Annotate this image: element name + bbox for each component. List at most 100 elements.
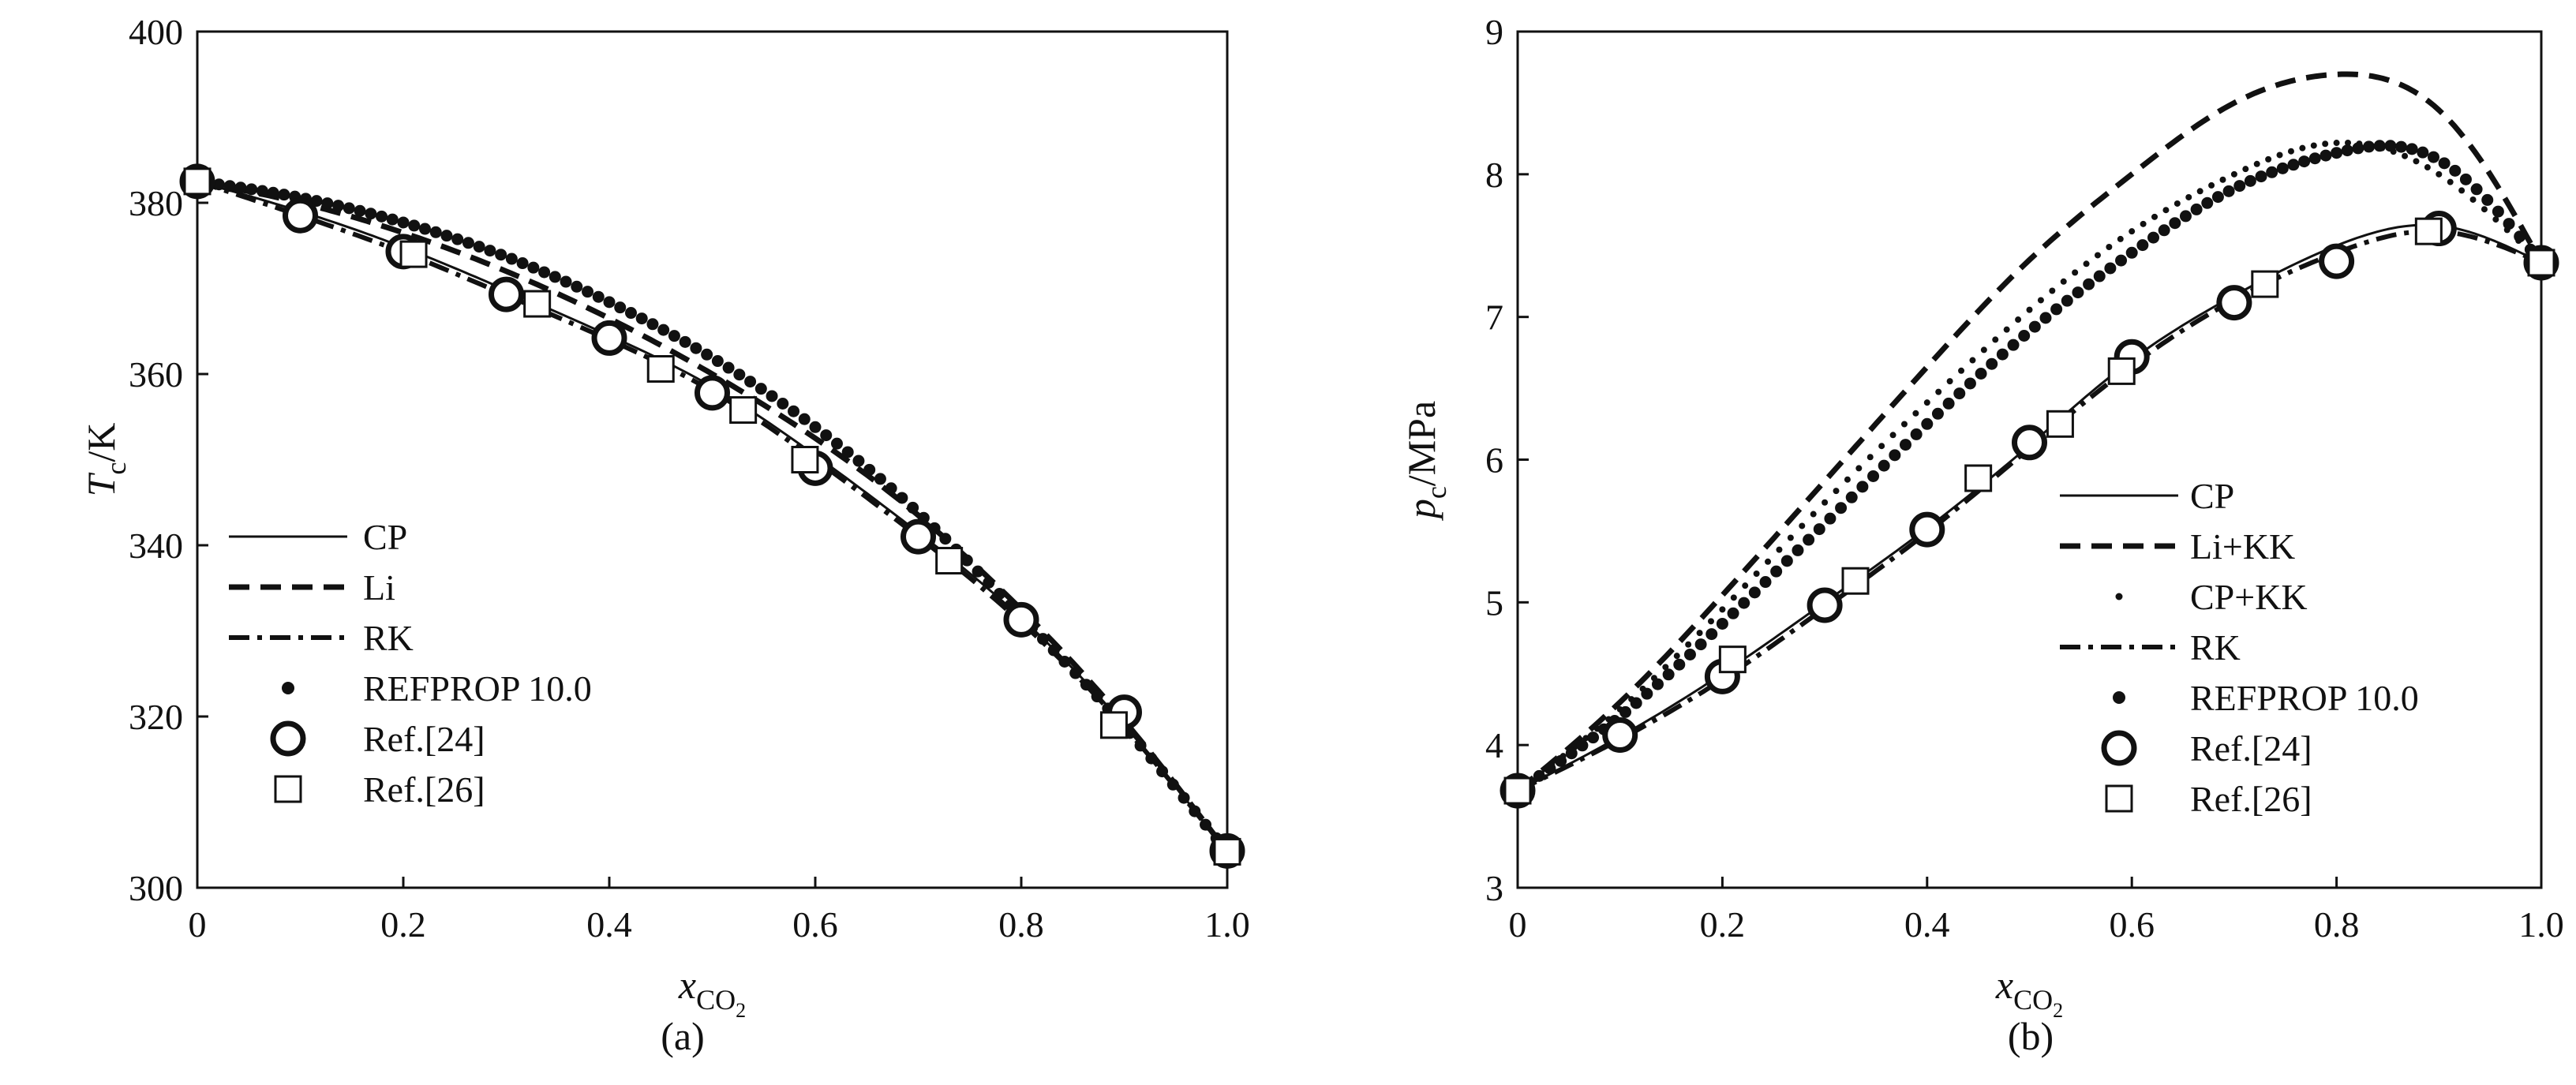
data-point — [1166, 778, 1179, 791]
data-point — [2503, 218, 2515, 230]
series-line-li — [197, 178, 1230, 854]
legend-item-cp: CP — [229, 517, 407, 557]
legend-label: RK — [2190, 627, 2241, 668]
data-point — [1544, 762, 1556, 775]
data-point — [2406, 143, 2418, 155]
data-point — [571, 280, 583, 293]
data-point — [2319, 243, 2355, 279]
data-point — [722, 361, 735, 374]
data-point — [1730, 594, 1737, 601]
data-point — [2492, 216, 2499, 223]
data-point — [2201, 196, 2214, 209]
data-point — [245, 183, 258, 196]
data-point — [2276, 162, 2289, 174]
data-point — [1835, 502, 1848, 514]
data-point — [1910, 428, 1923, 440]
data-point — [2265, 155, 2272, 163]
data-point — [646, 318, 659, 331]
data-point — [2413, 158, 2420, 165]
data-point — [1673, 653, 1680, 660]
panel-label: (b) — [2008, 1014, 2054, 1058]
legend-label: REFPROP 10.0 — [363, 668, 592, 709]
data-point — [2363, 140, 2376, 153]
y-tick-label: 9 — [1485, 12, 1503, 52]
y-tick-label: 8 — [1485, 155, 1503, 195]
data-point — [2050, 303, 2063, 316]
data-point — [1866, 454, 1874, 461]
data-point — [1178, 791, 1190, 804]
data-point — [2117, 235, 2124, 242]
legend-label: CP+KK — [2190, 577, 2308, 617]
data-point — [2039, 312, 2052, 324]
data-point — [2276, 152, 2283, 159]
data-point — [1964, 377, 1976, 390]
data-point — [2384, 140, 2397, 152]
data-point — [983, 576, 995, 589]
y-tick-label: 4 — [1485, 725, 1503, 765]
data-point — [2373, 140, 2386, 152]
data-point — [538, 266, 551, 279]
legend-label: Li — [363, 567, 395, 608]
data-point — [1803, 533, 1815, 546]
data-point — [560, 275, 572, 288]
data-point — [267, 186, 279, 199]
data-point — [2037, 297, 2044, 304]
data-point — [1047, 644, 1060, 657]
data-point — [2287, 148, 2294, 155]
data-point — [505, 253, 518, 265]
data-point — [2424, 164, 2431, 171]
data-point — [885, 482, 897, 495]
data-point — [1824, 512, 1837, 525]
data-point — [2072, 286, 2084, 299]
data-point — [1969, 357, 1976, 364]
data-point — [408, 219, 421, 232]
series-refprop-10-0 — [191, 175, 1234, 858]
data-point — [365, 208, 377, 220]
data-point — [2331, 147, 2343, 159]
x-axis-label: xCO2 — [1995, 963, 2063, 1022]
data-point — [754, 383, 767, 395]
data-point — [1503, 776, 1532, 805]
data-point — [2298, 155, 2311, 168]
data-point — [2222, 185, 2235, 197]
data-point — [2253, 160, 2260, 167]
data-point — [2003, 326, 2010, 333]
data-point — [2216, 285, 2252, 321]
data-point — [1765, 558, 1772, 565]
data-point — [820, 429, 833, 442]
data-point — [1727, 607, 1739, 619]
data-point — [1200, 818, 1212, 831]
data-point — [495, 249, 507, 261]
data-point — [2083, 278, 2095, 290]
x-tick-label: 1.0 — [2518, 904, 2564, 945]
data-point — [2140, 220, 2147, 227]
legend-swatch — [2105, 784, 2133, 813]
series-ref-26 — [183, 167, 1241, 866]
series-rk — [197, 179, 1230, 854]
series-ref-26 — [1503, 217, 2555, 805]
data-point — [2308, 152, 2321, 165]
data-point — [354, 204, 366, 217]
data-point — [1630, 697, 1642, 709]
data-point — [711, 355, 724, 368]
data-point — [1912, 410, 1919, 417]
data-point — [2395, 140, 2408, 153]
data-point — [852, 455, 865, 467]
data-point — [1555, 754, 1567, 767]
data-point — [2190, 203, 2203, 215]
data-point — [1921, 417, 1934, 430]
data-point — [1080, 679, 1092, 691]
legend-label: Ref.[26] — [2190, 779, 2312, 819]
data-point — [679, 335, 691, 348]
data-point — [2470, 183, 2483, 196]
data-point — [462, 237, 474, 249]
data-point — [1683, 648, 1696, 660]
data-point — [668, 330, 680, 342]
legend: CP Li RK REFPROP 10.0 Ref.[24] Ref.[26] — [229, 517, 592, 810]
data-point — [729, 396, 758, 425]
data-point — [1996, 348, 2009, 361]
data-point — [523, 290, 552, 318]
data-point — [1792, 544, 1804, 556]
plot-frame — [196, 30, 1229, 889]
